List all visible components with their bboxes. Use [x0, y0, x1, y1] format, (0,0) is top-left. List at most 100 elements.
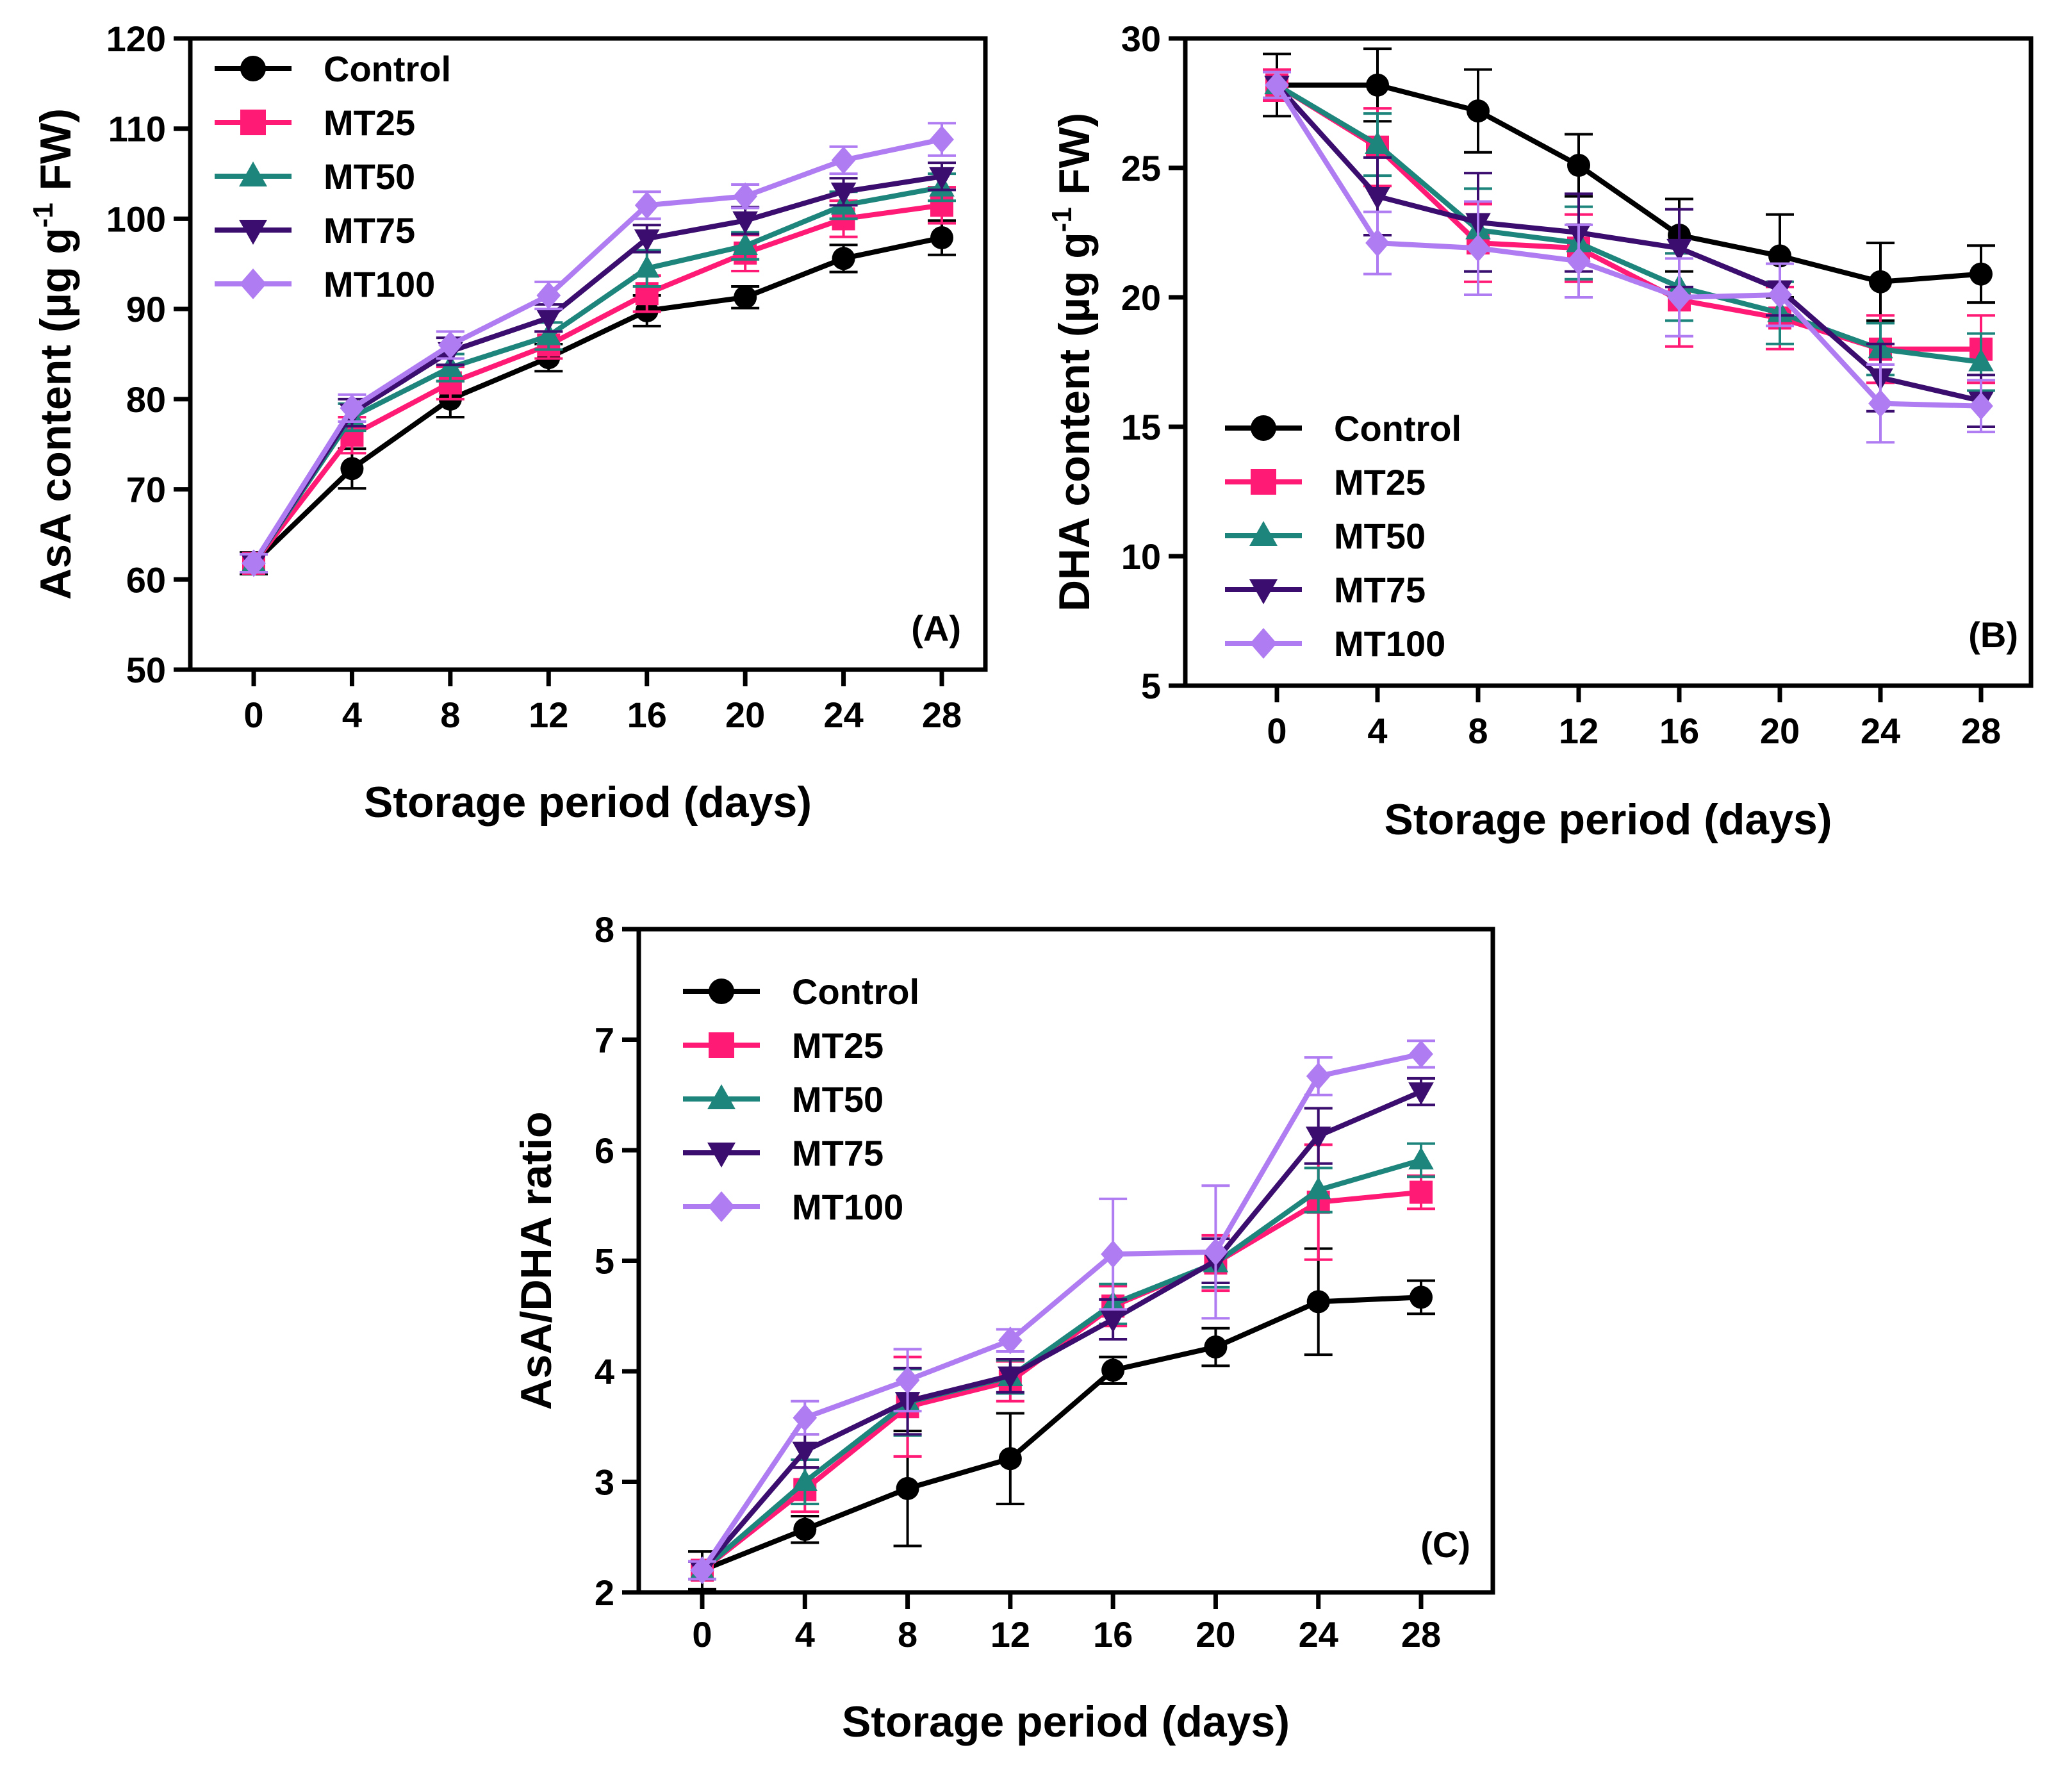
chart-panel-3: 2 3 4 5 6 7 8 0 4 8 12 16 20 24 28 Storage period (days…: [512, 909, 1495, 1746]
legend-label: MT100: [792, 1187, 903, 1227]
data-point: [1667, 283, 1691, 311]
x-tick-label: 8: [1468, 711, 1488, 751]
plot-frame: [1183, 36, 2034, 688]
panel-label: (C): [1420, 1524, 1470, 1565]
data-point: [536, 322, 562, 345]
y-axis-title-superscript: -1: [28, 202, 59, 227]
data-point: [1365, 187, 1390, 210]
panel-label: (A): [911, 608, 961, 648]
chart-panel-1: 50 60 70 80 90 100 110 120 0 4 8 12 16 20 24 28 Storage …: [28, 19, 988, 827]
series-line: [1274, 83, 1982, 409]
legend-marker: [1251, 469, 1276, 495]
legend-marker: [1249, 579, 1278, 604]
y-tick-label: 80: [126, 379, 166, 420]
data-point: [1467, 99, 1490, 123]
data-point: [1969, 262, 1993, 286]
y-axis-title: AsA/DHA ratio: [512, 1112, 561, 1410]
y-axis-title-main: AsA/DHA ratio: [512, 1112, 561, 1410]
data-point: [1466, 234, 1490, 262]
data-point: [733, 182, 758, 210]
legend-marker: [239, 220, 267, 245]
x-tick-label: 4: [795, 1614, 815, 1655]
data-point: [340, 394, 365, 422]
y-tick-label: 5: [595, 1241, 614, 1282]
legend-label: MT75: [324, 210, 415, 251]
y-tick-label: 8: [595, 909, 614, 950]
y-tick-label: 15: [1121, 407, 1161, 447]
plot-frame: [188, 36, 988, 672]
y-tick-label: 2: [595, 1573, 614, 1613]
data-point: [1100, 1310, 1126, 1333]
y-axis-title-superscript: -1: [1046, 207, 1078, 232]
data-point: [1306, 1290, 1330, 1314]
data-point: [1969, 392, 1993, 420]
legend-label: MT75: [792, 1133, 884, 1173]
data-point: [930, 126, 954, 154]
x-tick-label: 20: [725, 695, 765, 735]
data-point: [1366, 73, 1389, 97]
series-mt100: [240, 122, 956, 577]
legend-marker: [240, 268, 267, 299]
x-tick-label: 16: [1659, 711, 1699, 751]
data-point: [1306, 1062, 1331, 1091]
y-axis-title-main: DHA content (µg g: [1050, 232, 1099, 611]
x-axis-title: Storage period (days): [364, 778, 812, 827]
data-point: [830, 182, 857, 205]
y-axis-title-main: AsA content (µg g: [31, 227, 80, 600]
data-point: [1365, 131, 1390, 154]
series-mt100: [688, 1039, 1435, 1585]
legend-marker: [1251, 415, 1276, 441]
data-point: [1968, 349, 1994, 372]
legend-marker: [709, 979, 734, 1004]
data-point: [1567, 153, 1590, 177]
data-point: [536, 281, 561, 310]
data-point: [998, 1366, 1023, 1389]
series-line: [251, 174, 942, 565]
x-tick-label: 24: [1299, 1614, 1338, 1655]
y-tick-label: 5: [1141, 666, 1161, 706]
x-tick-label: 28: [1961, 711, 2001, 751]
legend: Control MT25 MT50 MT75 MT100: [683, 971, 919, 1227]
legend-label: MT25: [792, 1025, 884, 1066]
legend-marker: [240, 110, 266, 135]
data-point: [998, 1447, 1022, 1471]
legend-marker: [240, 56, 266, 81]
legend-marker: [1250, 628, 1277, 659]
y-axis-title: DHA content (µg g-1 FW): [1046, 113, 1099, 611]
data-point: [998, 1326, 1023, 1355]
legend-label: MT50: [324, 156, 415, 197]
panel-label: (B): [1968, 615, 2018, 655]
data-point: [242, 549, 266, 577]
data-point: [1768, 281, 1792, 309]
x-tick-label: 24: [823, 695, 863, 735]
y-tick-label: 3: [595, 1462, 614, 1503]
x-tick-label: 12: [1559, 711, 1599, 751]
series-line: [700, 1189, 1422, 1573]
data-point: [896, 1476, 919, 1500]
x-tick-label: 12: [529, 695, 568, 735]
data-point: [1666, 238, 1692, 261]
data-point: [1410, 1180, 1433, 1204]
x-tick-label: 20: [1760, 711, 1800, 751]
data-point: [1365, 229, 1390, 257]
y-tick-label: 10: [1121, 536, 1161, 577]
data-point: [1204, 1335, 1228, 1359]
series-line: [1277, 82, 1982, 285]
data-point: [1868, 390, 1893, 418]
data-point: [1408, 1146, 1434, 1169]
x-tick-label: 28: [1401, 1614, 1441, 1655]
x-tick-label: 0: [1267, 711, 1287, 751]
data-point: [1410, 1285, 1433, 1309]
legend-label: Control: [1334, 408, 1461, 449]
data-point: [634, 229, 660, 252]
x-tick-label: 16: [1093, 1614, 1133, 1655]
data-point: [734, 285, 757, 309]
y-axis-title: AsA content (µg g-1 FW): [28, 108, 80, 600]
y-tick-label: 7: [595, 1020, 614, 1061]
y-tick-label: 30: [1121, 19, 1161, 59]
y-tick-label: 50: [126, 650, 166, 690]
y-tick-label: 90: [126, 289, 166, 329]
series-line: [1275, 83, 1982, 404]
x-tick-label: 4: [342, 695, 362, 735]
